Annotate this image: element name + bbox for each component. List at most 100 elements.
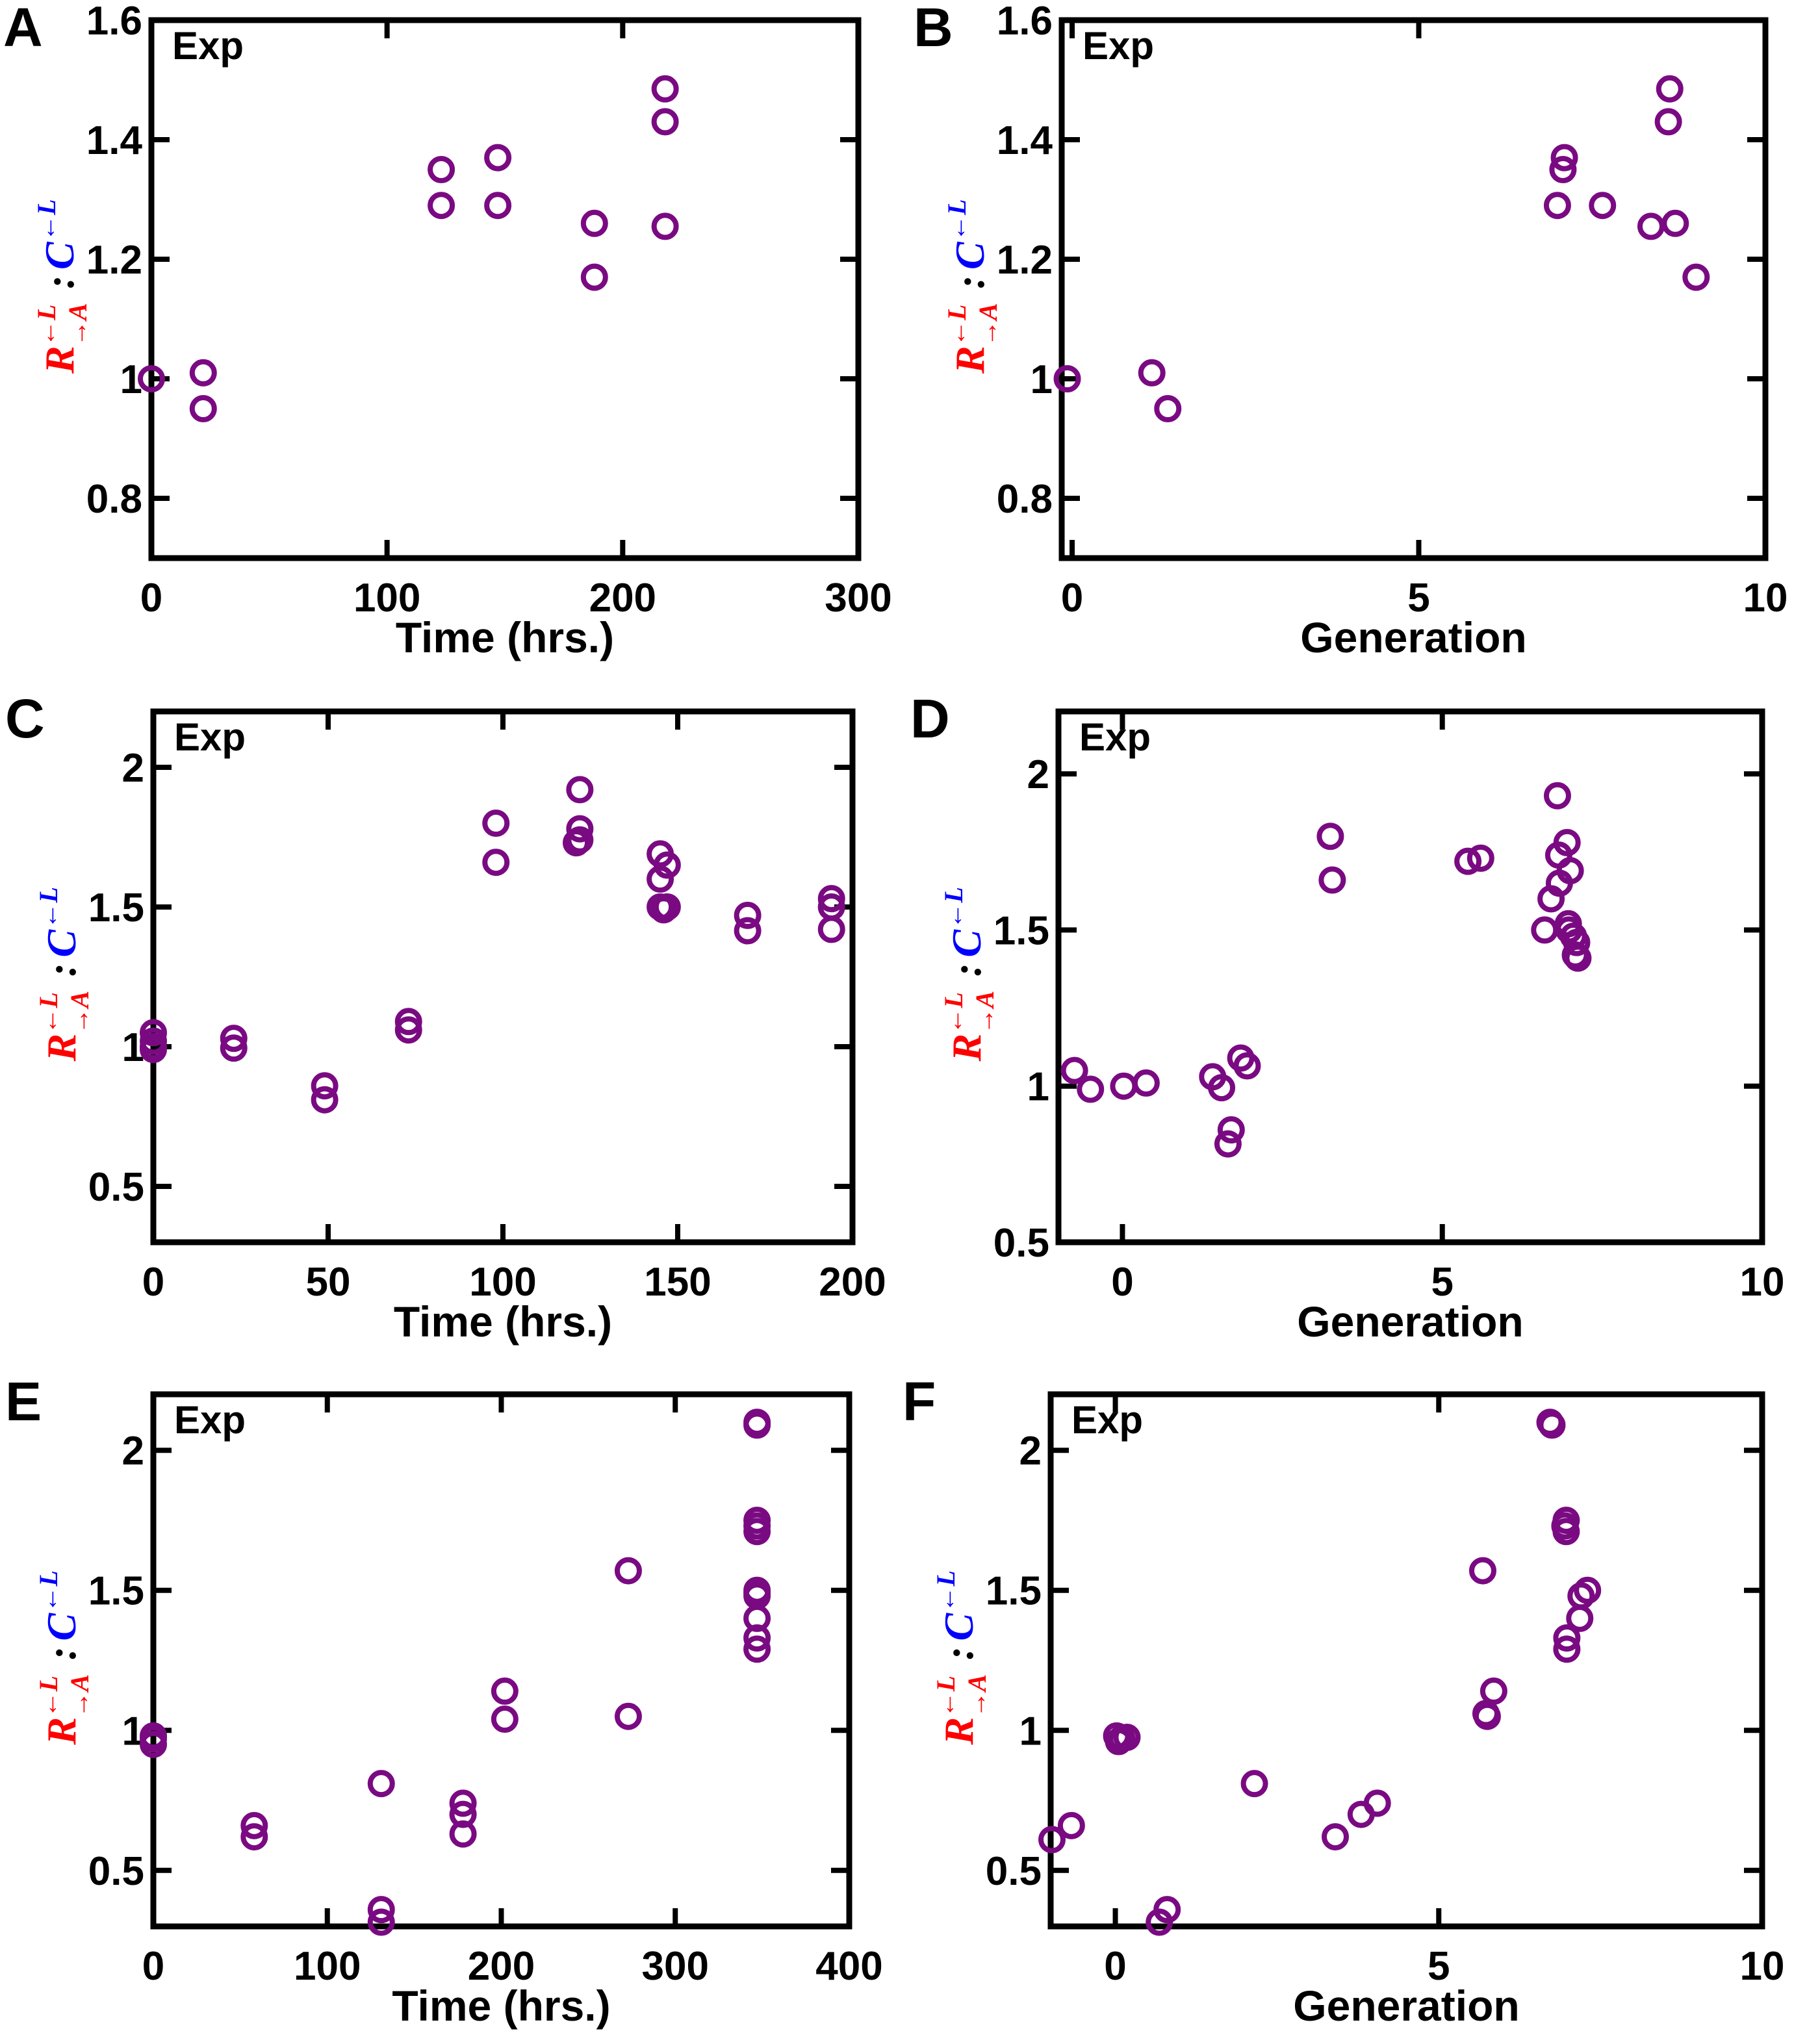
y-tick-label: 2 [122, 1429, 144, 1474]
data-point [1656, 75, 1684, 103]
x-tick-label: 0 [1061, 576, 1083, 620]
data-point [449, 1820, 477, 1848]
y-label-r: R [38, 1034, 84, 1062]
y-tick-label: 2 [1027, 752, 1049, 797]
x-tick-label: 0 [1111, 1260, 1133, 1305]
panel-letter: F [903, 1371, 936, 1432]
x-tick-label: 400 [815, 1944, 882, 1989]
data-point [651, 108, 679, 136]
data-point [138, 365, 165, 392]
annotation-exp: Exp [172, 24, 244, 68]
y-tick-label: 1.5 [88, 1569, 144, 1614]
data-point [562, 829, 590, 857]
data-point [743, 1635, 771, 1663]
y-label-r-superscript: ←L [34, 992, 63, 1034]
annotation-exp: Exp [1079, 715, 1151, 759]
data-point [817, 885, 845, 913]
data-point [449, 1789, 477, 1817]
data-point [580, 263, 608, 291]
x-tick-label: 5 [1431, 1260, 1453, 1305]
data-point [1563, 928, 1591, 956]
data-point [1538, 1411, 1566, 1439]
y-tick-label: 1.5 [993, 908, 1049, 953]
y-label-separator: : [943, 963, 990, 977]
x-axis-label: Generation [1300, 613, 1526, 661]
y-label-r-subscript: →A [65, 991, 94, 1034]
data-point [743, 1624, 771, 1652]
x-tick-label: 0 [142, 1260, 164, 1305]
data-point [580, 209, 608, 237]
data-point [1240, 1770, 1268, 1798]
plot-frame [150, 708, 856, 1246]
data-point [240, 1811, 268, 1839]
data-point [240, 1823, 268, 1851]
y-label-c: C [38, 1613, 84, 1641]
y-tick-label: 0.8 [86, 477, 142, 522]
data-point [614, 1702, 642, 1730]
y-axis-label: R←L →A:C←L [939, 887, 999, 1062]
data-point [1060, 1056, 1088, 1084]
y-label-c-superscript: ←L [34, 1570, 63, 1612]
data-point [1113, 1724, 1141, 1752]
data-point [1480, 1677, 1507, 1705]
x-tick-label: 0 [1104, 1944, 1126, 1989]
x-tick-label: 50 [306, 1260, 351, 1305]
data-point [220, 1034, 248, 1062]
y-axis-label: R←L →A:C←L [34, 1570, 94, 1745]
data-point [1214, 1130, 1242, 1158]
x-axis-label: Time (hrs.) [394, 1297, 612, 1346]
x-tick-label: 300 [642, 1944, 709, 1989]
x-axis-label: Generation [1297, 1297, 1523, 1346]
data-point [1057, 1811, 1085, 1839]
y-tick-label: 1.6 [997, 0, 1053, 44]
data-point [189, 359, 217, 387]
data-point [653, 893, 681, 921]
y-label-c: C [936, 1613, 982, 1641]
y-label-r-subscript: →A [970, 991, 999, 1034]
data-point [482, 810, 510, 837]
y-label-r: R [947, 346, 993, 374]
y-label-r: R [36, 346, 83, 374]
y-label-r-subscript: →A [65, 1674, 94, 1718]
y-tick-label: 1.5 [986, 1569, 1042, 1614]
data-point [1566, 1604, 1594, 1632]
data-point [743, 1411, 771, 1439]
data-point [1233, 1052, 1261, 1080]
plot-frame [1055, 708, 1765, 1246]
data-point [311, 1086, 339, 1114]
y-label-c-superscript: ←L [931, 1570, 960, 1612]
y-tick-label: 1.5 [88, 886, 144, 930]
y-tick-label: 1 [1019, 1709, 1042, 1754]
plot-frame [148, 17, 862, 561]
data-point [1654, 108, 1682, 136]
x-tick-label: 150 [644, 1260, 711, 1305]
panel-letter: D [910, 688, 950, 749]
y-tick-label: 0.5 [88, 1165, 144, 1210]
panel-letter: C [5, 688, 45, 749]
panel-letter: B [914, 0, 953, 58]
y-label-separator: : [38, 963, 84, 977]
data-point [367, 1908, 395, 1936]
y-tick-label: 2 [1019, 1429, 1042, 1474]
data-point [1472, 1700, 1500, 1728]
data-point [1682, 263, 1710, 291]
y-tick-label: 1.4 [997, 118, 1053, 163]
data-point [1038, 1826, 1066, 1854]
data-point [482, 849, 510, 876]
data-point [1363, 1789, 1391, 1817]
x-tick-label: 0 [140, 576, 162, 620]
y-label-r-superscript: ←L [931, 1676, 960, 1717]
y-label-r-subscript: →A [973, 303, 1003, 346]
data-point [484, 192, 512, 220]
data-point [1318, 866, 1346, 894]
y-axis-label: R←L →A:C←L [34, 887, 94, 1062]
data-point [734, 901, 762, 929]
data-point [1537, 885, 1565, 913]
data-point [1132, 1069, 1160, 1097]
data-point [1550, 144, 1578, 172]
annotation-exp: Exp [174, 1398, 246, 1442]
